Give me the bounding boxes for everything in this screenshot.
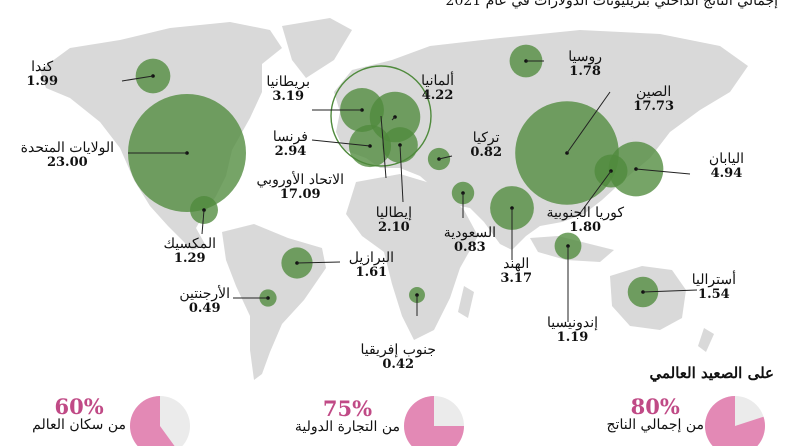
leader-turkey: [438, 155, 453, 160]
leader-eu: [380, 115, 387, 179]
label-korea: كوريا الجنوبية 1.80: [546, 205, 624, 236]
label-australia: أستراليا 1.54: [691, 272, 736, 303]
label-china: الصين 17.73: [633, 84, 674, 115]
leader-china: [566, 91, 611, 154]
label-eu: الاتحاد الأوروبي 17.09: [256, 172, 344, 203]
label-argentina: الأرجنتين 0.49: [179, 286, 230, 317]
label-russia: روسيا 1.78: [568, 49, 602, 80]
label-brazil: البرازيل 1.61: [348, 250, 394, 281]
label-canada: كندا 1.99: [26, 59, 58, 90]
land-masses: [40, 18, 748, 380]
leader-italy: [399, 144, 404, 203]
leader-japan: [635, 168, 691, 175]
stat-gdp: 80% من إجمالي الناتج: [606, 394, 704, 434]
pie-slice-population: [130, 396, 175, 446]
label-turkey: تركيا 0.82: [470, 130, 502, 161]
leader-mexico: [201, 209, 205, 235]
leader-brazil: [296, 261, 341, 264]
label-germany: ألمانيا 4.22: [421, 73, 454, 104]
global-title: على الصعيد العالمي: [649, 364, 774, 382]
label-japan: اليابان 4.94: [708, 151, 744, 182]
label-italy: إيطاليا 2.10: [375, 205, 412, 236]
land-africa: [346, 174, 478, 340]
map-subtitle: إجمالي الناتج الداخلي بتريليونات الدولار…: [445, 0, 778, 9]
leader-france: [311, 139, 371, 147]
land-madagascar: [458, 286, 474, 318]
label-saudi: السعودية 0.83: [443, 225, 496, 256]
leader-korea: [577, 170, 612, 217]
stat-population: 60% من سكان العالم: [32, 394, 126, 434]
label-indonesia: إندونيسيا 1.19: [547, 315, 598, 346]
global-pies: [130, 396, 765, 446]
label-mexico: المكسيك 1.29: [163, 236, 217, 267]
label-india: الهند 3.17: [500, 256, 532, 287]
label-south-africa: جنوب إفريقيا 0.42: [360, 342, 436, 373]
stat-trade: 75% من التجارة الدولية: [294, 396, 400, 436]
bubble-eu: [330, 65, 432, 167]
leader-canada: [121, 75, 154, 82]
pie-slice-trade: [404, 396, 464, 446]
label-usa: الولايات المتحدة 23.00: [20, 140, 114, 171]
label-uk: بريطانيا 3.19: [266, 74, 310, 105]
leader-lines: [121, 60, 698, 322]
label-france: فرنسا 2.94: [272, 129, 308, 160]
pie-slice-gdp: [705, 396, 765, 446]
leader-germany: [391, 116, 396, 121]
land-new-zealand: [698, 328, 714, 352]
land-greenland: [282, 18, 352, 78]
leader-australia: [642, 289, 698, 293]
